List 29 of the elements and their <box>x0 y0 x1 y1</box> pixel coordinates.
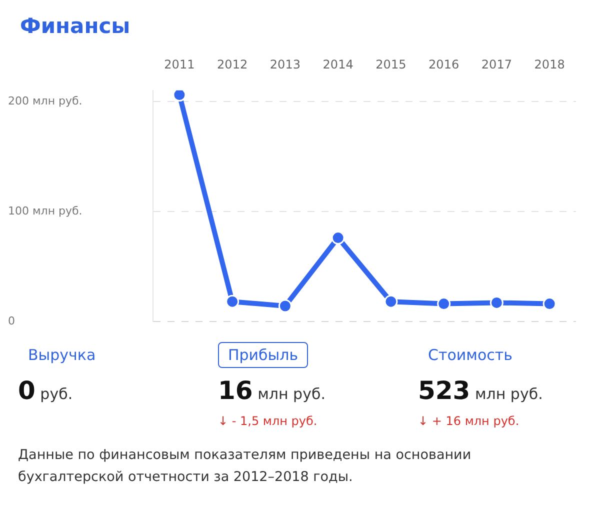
x-tick-label: 2018 <box>534 57 565 72</box>
text: 523 млн руб. <box>418 376 543 405</box>
x-tick-label: 2015 <box>376 57 406 72</box>
text: 16 млн руб. <box>218 376 326 405</box>
text: Данные по финансовым показателям приведены на основании бухгалтерской отчетности за 2012–2018 годы. <box>18 446 472 487</box>
y-tick-label: 200 млн руб. <box>8 94 82 108</box>
point <box>384 294 398 308</box>
text: ↓ - 1,5 млн руб. <box>218 414 318 428</box>
text: Выручка <box>28 346 96 364</box>
point <box>278 299 292 313</box>
point <box>172 90 186 102</box>
y-tick-label: 0 <box>8 314 15 328</box>
point <box>542 297 556 311</box>
x-tick-label: 2014 <box>322 57 354 72</box>
x-tick-label: 2011 <box>164 57 195 72</box>
x-tick-label: 2013 <box>270 57 300 72</box>
point <box>490 296 504 310</box>
x-tick-label: 2016 <box>428 57 460 72</box>
text: Стоимость <box>428 346 512 364</box>
text: ↓ + 16 млн руб. <box>418 414 520 428</box>
chart-title: Финансы <box>19 13 132 40</box>
x-tick-label: 2017 <box>481 57 512 72</box>
text: 0 руб. <box>18 376 73 405</box>
text: Прибыль <box>218 342 308 368</box>
x-tick-label: 2012 <box>217 57 248 72</box>
point <box>437 297 451 311</box>
y-tick-label: 100 млн руб. <box>8 204 82 218</box>
point <box>226 294 240 308</box>
point <box>331 231 345 245</box>
